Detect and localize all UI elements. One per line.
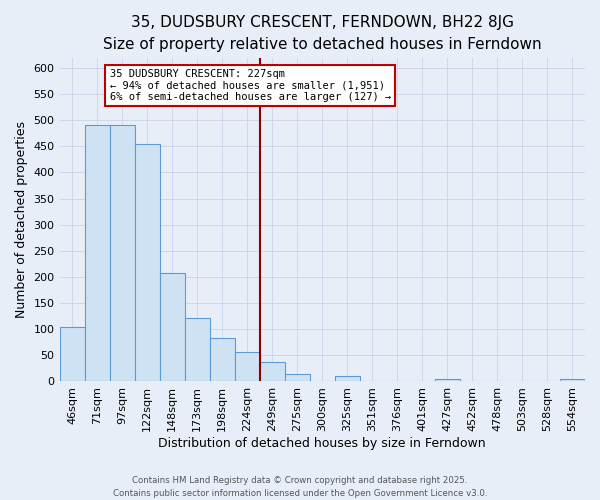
Y-axis label: Number of detached properties: Number of detached properties xyxy=(15,121,28,318)
Bar xyxy=(160,274,185,382)
Text: Contains HM Land Registry data © Crown copyright and database right 2025.
Contai: Contains HM Land Registry data © Crown c… xyxy=(113,476,487,498)
Bar xyxy=(235,352,260,382)
Bar xyxy=(110,126,134,382)
X-axis label: Distribution of detached houses by size in Ferndown: Distribution of detached houses by size … xyxy=(158,437,486,450)
Title: 35, DUDSBURY CRESCENT, FERNDOWN, BH22 8JG
Size of property relative to detached : 35, DUDSBURY CRESCENT, FERNDOWN, BH22 8J… xyxy=(103,15,542,52)
Bar xyxy=(560,379,585,382)
Bar xyxy=(285,374,310,382)
Bar xyxy=(85,126,110,382)
Text: 35 DUDSBURY CRESCENT: 227sqm
← 94% of detached houses are smaller (1,951)
6% of : 35 DUDSBURY CRESCENT: 227sqm ← 94% of de… xyxy=(110,69,391,102)
Bar xyxy=(435,379,460,382)
Bar xyxy=(260,362,285,382)
Bar xyxy=(335,376,360,382)
Bar xyxy=(185,318,209,382)
Bar xyxy=(59,326,85,382)
Bar xyxy=(134,144,160,382)
Bar xyxy=(209,338,235,382)
